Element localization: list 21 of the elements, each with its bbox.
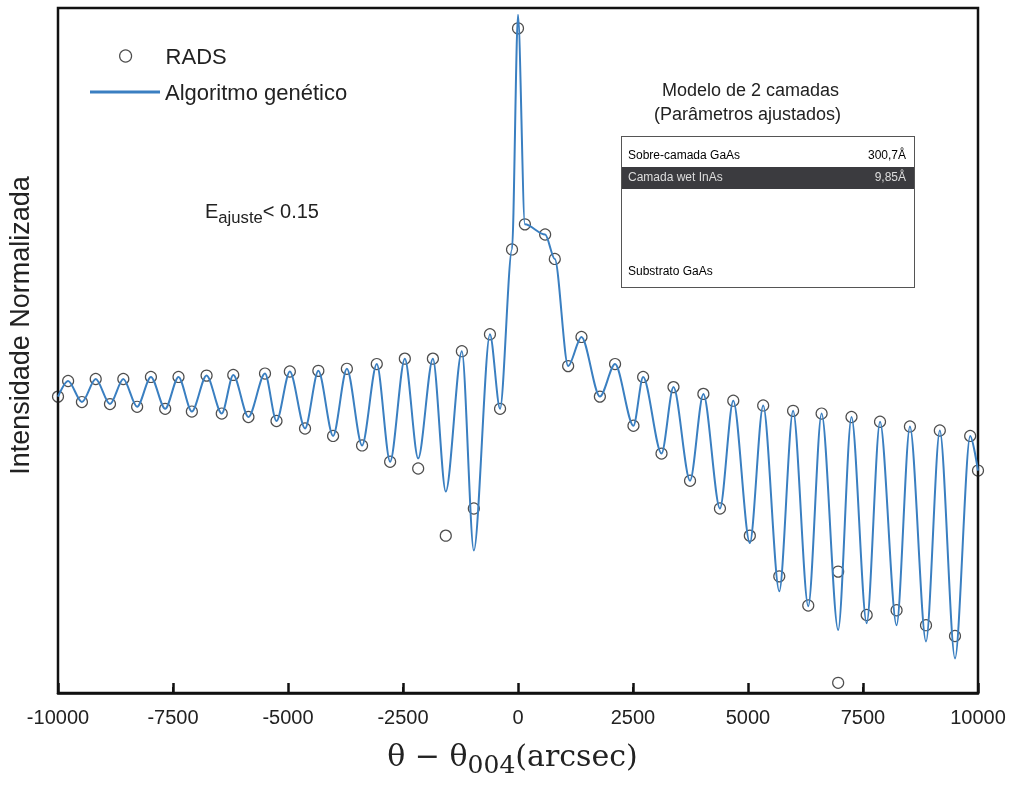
annotation: 300,7Å xyxy=(867,148,906,162)
x-tick-label: 2500 xyxy=(610,706,656,728)
annotation: E$_{ajuste}$< 0.15 xyxy=(205,200,319,228)
legend-label: Algoritmo genético xyxy=(165,79,348,105)
x-tick-label: -5000 xyxy=(262,706,314,728)
x-tick-label: 5000 xyxy=(725,706,771,728)
annotation: Camada wet InAs xyxy=(628,170,723,184)
legend-label: RADS xyxy=(165,43,227,69)
annotation: (Parâmetros ajustados) xyxy=(654,104,842,125)
annotation: Sobre-camada GaAs xyxy=(628,148,741,162)
annotation: Modelo de 2 camadas xyxy=(662,80,840,101)
annotation: 9,85Å xyxy=(874,170,906,184)
x-tick-label: 0 xyxy=(512,706,524,728)
x-tick-label: 10000 xyxy=(950,706,1006,728)
x-axis-title: θ − θ$_{004}$(arcsec) xyxy=(386,738,639,779)
y-axis-title: Intensidade Normalizada xyxy=(4,175,36,477)
x-tick-label: -7500 xyxy=(147,706,199,728)
annotation: Substrato GaAs xyxy=(628,264,713,278)
x-tick-label: 7500 xyxy=(840,706,886,728)
x-tick-label: -10000 xyxy=(26,706,90,728)
x-tick-label: -2500 xyxy=(377,706,429,728)
